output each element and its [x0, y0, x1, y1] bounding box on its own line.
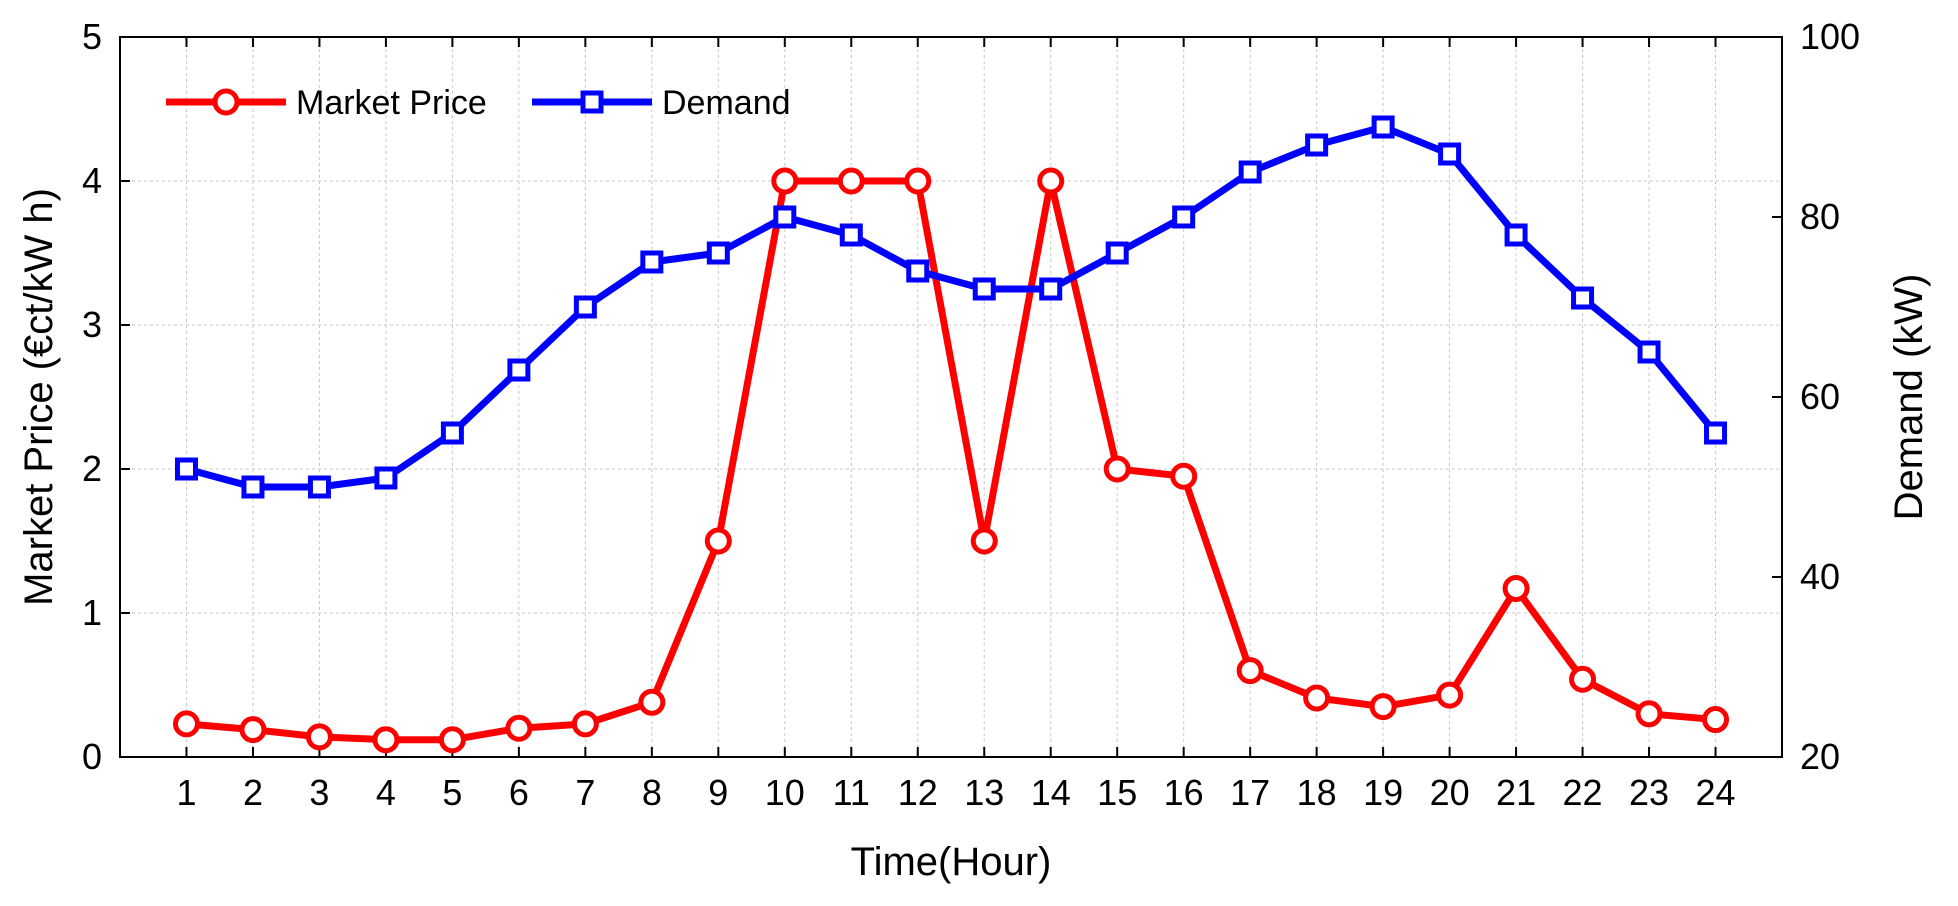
y-axis-right-title: Demand (kW)	[1887, 274, 1931, 521]
demand-point	[972, 277, 996, 301]
demand-point	[1704, 421, 1728, 445]
y-right-tick-label: 80	[1800, 196, 1840, 237]
demand-point	[307, 475, 331, 499]
demand-point	[1438, 142, 1462, 166]
x-tick-label: 4	[376, 772, 396, 813]
legend-label: Demand	[662, 84, 791, 122]
demand-point	[1305, 133, 1329, 157]
demand-point	[1371, 115, 1395, 139]
market-price-point	[239, 716, 267, 744]
market-price-point	[1502, 575, 1530, 603]
demand-point	[573, 295, 597, 319]
market-price-point	[1369, 693, 1397, 721]
x-tick-label: 9	[708, 772, 728, 813]
y-right-tick-label: 100	[1800, 16, 1860, 57]
x-tick-label: 6	[509, 772, 529, 813]
demand-point	[507, 358, 531, 382]
x-tick-label: 17	[1230, 772, 1270, 813]
demand-point	[1039, 277, 1063, 301]
x-tick-label: 11	[833, 772, 870, 813]
x-tick-label: 19	[1363, 772, 1403, 813]
x-tick-label: 14	[1031, 772, 1071, 813]
demand-point	[241, 475, 265, 499]
x-tick-label: 21	[1496, 772, 1536, 813]
x-tick-label: 2	[243, 772, 263, 813]
x-axis-title: Time(Hour)	[851, 840, 1052, 884]
market-price-point	[172, 710, 200, 738]
x-tick-label: 15	[1097, 772, 1137, 813]
demand-point	[1238, 160, 1262, 184]
market-price-point	[1236, 657, 1264, 685]
y-axis-left-title: Market Price (€ct/kW h)	[17, 188, 61, 606]
y-right-tick-label: 20	[1800, 736, 1840, 777]
x-tick-label: 18	[1297, 772, 1337, 813]
demand-point	[1172, 205, 1196, 229]
demand-point	[1571, 286, 1595, 310]
market-price-point	[970, 527, 998, 555]
y-left-tick-label: 4	[82, 160, 102, 201]
x-tick-label: 7	[575, 772, 595, 813]
legend-marker-square	[580, 90, 604, 114]
x-tick-label: 22	[1563, 772, 1603, 813]
x-tick-label: 8	[642, 772, 662, 813]
market-price-point	[372, 726, 400, 754]
grid-lines	[120, 37, 1782, 757]
x-tick-label: 3	[309, 772, 329, 813]
market-price-point	[305, 723, 333, 751]
demand-point	[174, 457, 198, 481]
demand-point	[906, 259, 930, 283]
market-price-point	[837, 167, 865, 195]
x-tick-label: 23	[1629, 772, 1669, 813]
series-layer	[172, 115, 1730, 754]
demand-point	[839, 223, 863, 247]
x-tick-label: 16	[1164, 772, 1204, 813]
axes: 1 2 3 4 5 6 7 8 9 10 11 12 13 14 15 16 17 18 19 20 21 22 23 240…	[82, 16, 1860, 813]
market-price-point	[638, 688, 666, 716]
market-price-point	[904, 167, 932, 195]
legend-label: Market Price	[296, 84, 487, 122]
market-price-point	[438, 726, 466, 754]
demand-point	[773, 205, 797, 229]
x-tick-label: 5	[442, 772, 462, 813]
demand-point	[1637, 340, 1661, 364]
demand-point	[440, 421, 464, 445]
y-left-tick-label: 2	[82, 448, 102, 489]
y-right-tick-label: 60	[1800, 376, 1840, 417]
market-price-point	[571, 710, 599, 738]
market-price-point	[1037, 167, 1065, 195]
market-price-point	[1436, 681, 1464, 709]
demand-point	[706, 241, 730, 265]
plot-frame	[119, 36, 1783, 758]
y-left-tick-label: 3	[82, 304, 102, 345]
x-tick-label: 13	[964, 772, 1004, 813]
y-left-tick-label: 5	[82, 16, 102, 57]
demand-point	[1504, 223, 1528, 247]
market-price-point	[1303, 684, 1331, 712]
market-price-point	[1635, 700, 1663, 728]
market-price-point	[1569, 665, 1597, 693]
x-tick-label: 10	[765, 772, 805, 813]
market-price-point	[1702, 706, 1730, 734]
legend: Market Price Demand	[166, 84, 791, 122]
market-price-point	[1103, 455, 1131, 483]
y-right-tick-label: 40	[1800, 556, 1840, 597]
demand-point	[1105, 241, 1129, 265]
demand-point	[640, 250, 664, 274]
y-left-tick-label: 1	[82, 592, 102, 633]
x-tick-label: 12	[898, 772, 938, 813]
demand-point	[374, 466, 398, 490]
market-price-point	[505, 714, 533, 742]
x-tick-label: 1	[176, 772, 196, 813]
market-price-point	[771, 167, 799, 195]
market-price-point	[704, 527, 732, 555]
x-tick-label: 24	[1695, 772, 1735, 813]
x-tick-label: 20	[1430, 772, 1470, 813]
legend-marker-circle	[212, 88, 240, 116]
y-left-tick-label: 0	[82, 736, 102, 777]
market-price-point	[1170, 462, 1198, 490]
